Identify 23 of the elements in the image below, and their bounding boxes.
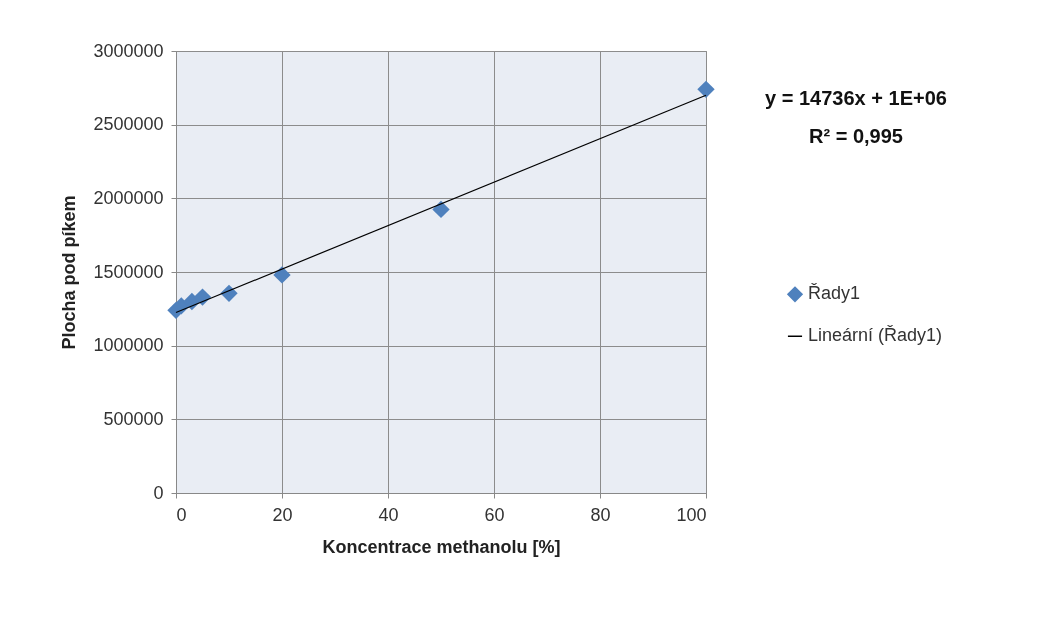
x-tick-label: 60 [484, 504, 505, 525]
point [193, 288, 212, 306]
y-tick-label: 0 [153, 482, 164, 503]
y-axis-title: Plocha pod píkem [59, 195, 80, 350]
x-tick-label: 40 [378, 504, 399, 525]
point [432, 200, 450, 219]
y-tick-label: 1000000 [93, 335, 164, 356]
x-tick-label: 100 [676, 504, 707, 525]
text: R² = 0,995 [809, 125, 903, 147]
point [273, 266, 291, 284]
x-axis-title: Koncentrace methanolu [%] [322, 536, 561, 557]
x-tick-label: 80 [590, 504, 611, 525]
point [697, 80, 715, 98]
text: y = 14736x + 1E+06 [765, 87, 947, 109]
y-tick-label: 2000000 [93, 187, 164, 208]
y-tick-label: 3000000 [93, 40, 164, 61]
y-tick-label: 1500000 [93, 261, 164, 282]
x-tick-label: 0 [176, 504, 187, 525]
legend-label: Lineární (Řady1) [808, 325, 943, 346]
y-tick-label: 2500000 [93, 114, 164, 135]
x-tick-label: 20 [272, 504, 293, 525]
y-tick-label: 500000 [103, 408, 164, 429]
legend-label: Řady1 [808, 283, 861, 304]
